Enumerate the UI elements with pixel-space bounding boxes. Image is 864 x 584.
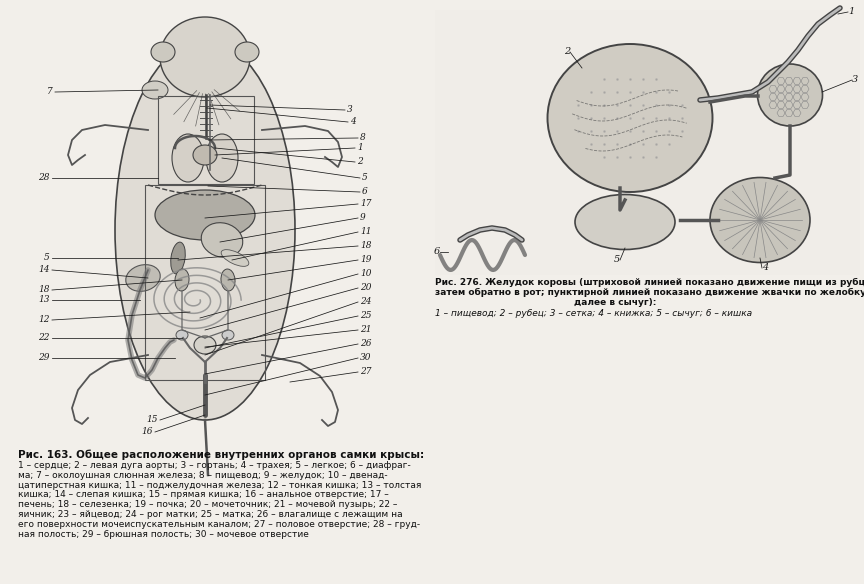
Ellipse shape <box>176 330 188 340</box>
Text: 8: 8 <box>360 134 365 142</box>
Text: 24: 24 <box>360 297 372 307</box>
Ellipse shape <box>222 330 234 340</box>
Ellipse shape <box>710 178 810 262</box>
Text: 7: 7 <box>48 88 53 96</box>
Ellipse shape <box>221 269 235 291</box>
Ellipse shape <box>201 223 243 258</box>
Text: его поверхности мочеиспускательным каналом; 27 – половое отверстие; 28 – груд-: его поверхности мочеиспускательным канал… <box>18 520 420 529</box>
Text: 22: 22 <box>39 333 50 342</box>
Text: затем обратно в рот; пунктирной линией показано движение жвачки по желобку в кни: затем обратно в рот; пунктирной линией п… <box>435 288 864 297</box>
Text: 12: 12 <box>39 315 50 325</box>
Ellipse shape <box>548 44 713 192</box>
Bar <box>158 96 254 184</box>
Text: далее в сычуг):: далее в сычуг): <box>574 298 656 307</box>
Ellipse shape <box>575 194 675 249</box>
Text: 11: 11 <box>360 228 372 237</box>
Text: 29: 29 <box>39 353 50 363</box>
Text: 18: 18 <box>360 242 372 251</box>
Ellipse shape <box>193 145 217 165</box>
Ellipse shape <box>758 64 823 126</box>
Ellipse shape <box>235 42 259 62</box>
Text: 15: 15 <box>147 415 158 425</box>
Ellipse shape <box>142 81 168 99</box>
Text: 28: 28 <box>39 173 50 182</box>
Text: яичник; 23 – яйцевод; 24 – рог матки; 25 – матка; 26 – влагалище с лежащим на: яичник; 23 – яйцевод; 24 – рог матки; 25… <box>18 510 403 519</box>
Text: 25: 25 <box>360 311 372 321</box>
Text: 17: 17 <box>360 200 372 208</box>
Text: 5: 5 <box>44 253 50 262</box>
Text: 6: 6 <box>362 187 368 196</box>
Text: 1: 1 <box>848 8 854 16</box>
Text: 3: 3 <box>347 106 353 114</box>
Ellipse shape <box>194 336 216 354</box>
Text: Рис. 276. Желудок коровы (штриховой линией показано движение пищи из рубца в сет: Рис. 276. Желудок коровы (штриховой лини… <box>435 278 864 287</box>
Text: 2: 2 <box>357 158 363 166</box>
Text: кишка; 14 – слепая кишка; 15 – прямая кишка; 16 – анальное отверстие; 17 –: кишка; 14 – слепая кишка; 15 – прямая ки… <box>18 491 389 499</box>
Text: 3: 3 <box>852 75 858 85</box>
Ellipse shape <box>155 190 255 240</box>
Ellipse shape <box>172 134 204 182</box>
Ellipse shape <box>115 40 295 420</box>
Ellipse shape <box>175 269 189 291</box>
Text: 10: 10 <box>360 269 372 279</box>
Text: 30: 30 <box>360 353 372 363</box>
Text: 1 – пищевод; 2 – рубец; 3 – сетка; 4 – книжка; 5 – сычуг; 6 – кишка: 1 – пищевод; 2 – рубец; 3 – сетка; 4 – к… <box>435 310 753 318</box>
Text: 26: 26 <box>360 339 372 349</box>
Ellipse shape <box>171 242 185 274</box>
Text: 5: 5 <box>613 256 620 265</box>
Text: ма; 7 – околоушная слюнная железа; 8 – пищевод; 9 – желудок; 10 – двенад-: ма; 7 – околоушная слюнная железа; 8 – п… <box>18 471 388 480</box>
Text: 18: 18 <box>39 286 50 294</box>
Text: 1: 1 <box>357 144 363 152</box>
FancyBboxPatch shape <box>435 10 860 275</box>
Ellipse shape <box>151 42 175 62</box>
Text: 27: 27 <box>360 367 372 377</box>
Text: Рис. 163. Общее расположение внутренних органов самки крысы:: Рис. 163. Общее расположение внутренних … <box>18 450 424 461</box>
Text: 14: 14 <box>39 266 50 274</box>
Text: 16: 16 <box>142 427 153 436</box>
Text: 19: 19 <box>360 256 372 265</box>
Text: 9: 9 <box>360 214 365 223</box>
Text: печень; 18 – селезенка; 19 – почка; 20 – мочеточник; 21 – мочевой пузырь; 22 –: печень; 18 – селезенка; 19 – почка; 20 –… <box>18 500 397 509</box>
Ellipse shape <box>160 17 250 97</box>
Bar <box>145 185 265 380</box>
Text: 4: 4 <box>762 263 768 273</box>
Text: 1 – сердце; 2 – левая дуга аорты; 3 – гортань; 4 – трахея; 5 – легкое; 6 – диафр: 1 – сердце; 2 – левая дуга аорты; 3 – го… <box>18 461 410 470</box>
Text: 5: 5 <box>362 173 368 182</box>
Ellipse shape <box>126 265 160 291</box>
Text: 20: 20 <box>360 283 372 293</box>
Text: 6: 6 <box>434 248 440 256</box>
Text: ная полость; 29 – брюшная полость; 30 – мочевое отверстие: ная полость; 29 – брюшная полость; 30 – … <box>18 530 308 538</box>
Text: цатиперстная кишка; 11 – поджелудочная железа; 12 – тонкая кишка; 13 – толстая: цатиперстная кишка; 11 – поджелудочная ж… <box>18 481 422 489</box>
Text: 13: 13 <box>39 296 50 304</box>
Ellipse shape <box>206 134 238 182</box>
Ellipse shape <box>221 249 249 266</box>
Text: 21: 21 <box>360 325 372 335</box>
Text: 2: 2 <box>563 47 570 57</box>
Text: 4: 4 <box>350 117 356 127</box>
